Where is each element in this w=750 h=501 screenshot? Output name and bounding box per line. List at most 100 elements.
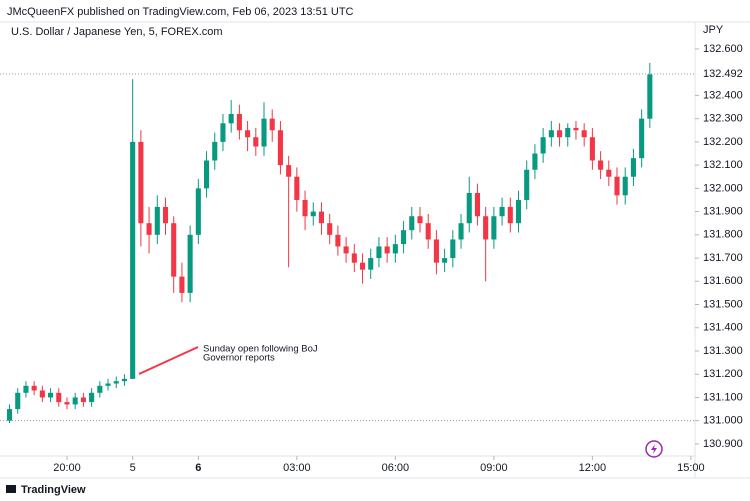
candle-body	[630, 158, 636, 177]
annotation-text: Sunday open following BoJ	[203, 344, 318, 355]
y-tick-label: 131.300	[703, 345, 743, 357]
footer-brand: TradingView	[21, 484, 86, 496]
y-tick-label: 132.100	[703, 159, 743, 171]
candle-body	[97, 385, 103, 393]
candle-body	[204, 160, 210, 189]
candle-body	[466, 192, 472, 224]
y-tick-label: 131.700	[703, 252, 743, 264]
x-tick-label: 03:00	[283, 462, 311, 474]
y-tick-label: 131.400	[703, 322, 743, 334]
candle-body	[598, 160, 604, 170]
candle-body	[269, 118, 275, 131]
candle-body	[113, 381, 119, 384]
y-tick-label: 132.300	[703, 113, 743, 125]
candle-body	[277, 130, 283, 166]
candle-body	[162, 206, 169, 224]
candle-body	[442, 258, 448, 263]
candle-body	[253, 137, 259, 147]
candle-body	[376, 246, 382, 259]
candle-body	[507, 206, 513, 224]
candle-body	[606, 169, 612, 177]
annotation-text: Governor reports	[203, 353, 275, 364]
x-tick-label: 5	[130, 462, 136, 474]
y-tick-label: 131.500	[703, 298, 743, 310]
x-tick-label: 12:00	[579, 462, 607, 474]
candle-body	[31, 385, 37, 391]
logo-mark	[6, 485, 16, 493]
candle-body	[302, 199, 308, 217]
candle-body	[228, 114, 234, 124]
candle-body	[401, 230, 407, 245]
candle-body	[540, 137, 546, 154]
candle-body	[212, 141, 218, 161]
candle-body	[286, 165, 292, 177]
candle-body	[154, 206, 160, 235]
candle-body	[622, 176, 628, 196]
alert-icon[interactable]	[645, 440, 663, 458]
candle-body	[343, 246, 349, 254]
candle-body	[351, 253, 357, 263]
candle-body	[146, 223, 152, 235]
x-tick-label: 15:00	[677, 462, 705, 474]
candle-body	[483, 216, 489, 240]
plot-area	[0, 62, 695, 424]
candle-body	[458, 223, 464, 240]
candle-body	[15, 392, 21, 410]
candle-body	[450, 239, 456, 259]
candle-body	[491, 216, 497, 240]
candle-body	[573, 127, 579, 131]
candle-body	[89, 392, 95, 403]
x-tick-label: 09:00	[480, 462, 508, 474]
candle-body	[614, 176, 620, 196]
x-tick-label: 6	[195, 462, 201, 474]
x-tick-label: 06:00	[382, 462, 410, 474]
y-tick-label: 131.600	[703, 275, 743, 287]
candle-body	[72, 397, 78, 405]
candle-body	[130, 141, 136, 379]
candle-body	[23, 385, 29, 393]
last-price-label: 132.492	[703, 68, 743, 80]
candle-body	[261, 118, 267, 147]
candle-body	[557, 130, 563, 138]
candle-body	[48, 392, 54, 398]
candle-body	[335, 234, 341, 247]
candle-body	[310, 211, 316, 217]
y-tick-label: 131.100	[703, 391, 743, 403]
candle-body	[327, 223, 333, 235]
candle-body	[474, 192, 480, 217]
candle-body	[647, 74, 653, 119]
y-tick-label: 132.000	[703, 182, 743, 194]
candle-body	[6, 409, 13, 421]
y-axis-unit: JPY	[703, 24, 724, 36]
candle-body	[433, 239, 439, 263]
candle-body	[532, 153, 538, 170]
candle-body	[80, 397, 86, 403]
candle-body	[220, 123, 226, 142]
candle-body	[368, 258, 374, 270]
candle-body	[39, 390, 45, 398]
candle-body	[409, 216, 415, 231]
candle-body	[318, 211, 325, 224]
x-tick-label: 20:00	[53, 462, 81, 474]
candle-body	[171, 223, 177, 277]
tv-logo: TradingView	[6, 484, 86, 496]
y-tick-label: 131.800	[703, 229, 743, 241]
candle-body	[425, 223, 431, 240]
candle-body	[565, 127, 571, 138]
alert-bolt[interactable]	[651, 444, 657, 454]
y-tick-label: 132.200	[703, 136, 743, 148]
candle-body	[56, 392, 62, 403]
y-tick-label: 132.600	[703, 43, 743, 55]
candle-body	[392, 244, 398, 254]
symbol-title: U.S. Dollar / Japanese Yen, 5, FOREX.com	[11, 26, 223, 38]
candle-body	[236, 114, 242, 131]
candle-body	[581, 130, 587, 138]
alert-ring[interactable]	[645, 440, 663, 458]
y-tick-label: 132.400	[703, 89, 743, 101]
candle-body	[499, 206, 505, 217]
candle-body	[138, 141, 144, 224]
candle-body	[64, 402, 70, 405]
candle-body	[589, 137, 595, 161]
candle-body	[179, 276, 185, 293]
